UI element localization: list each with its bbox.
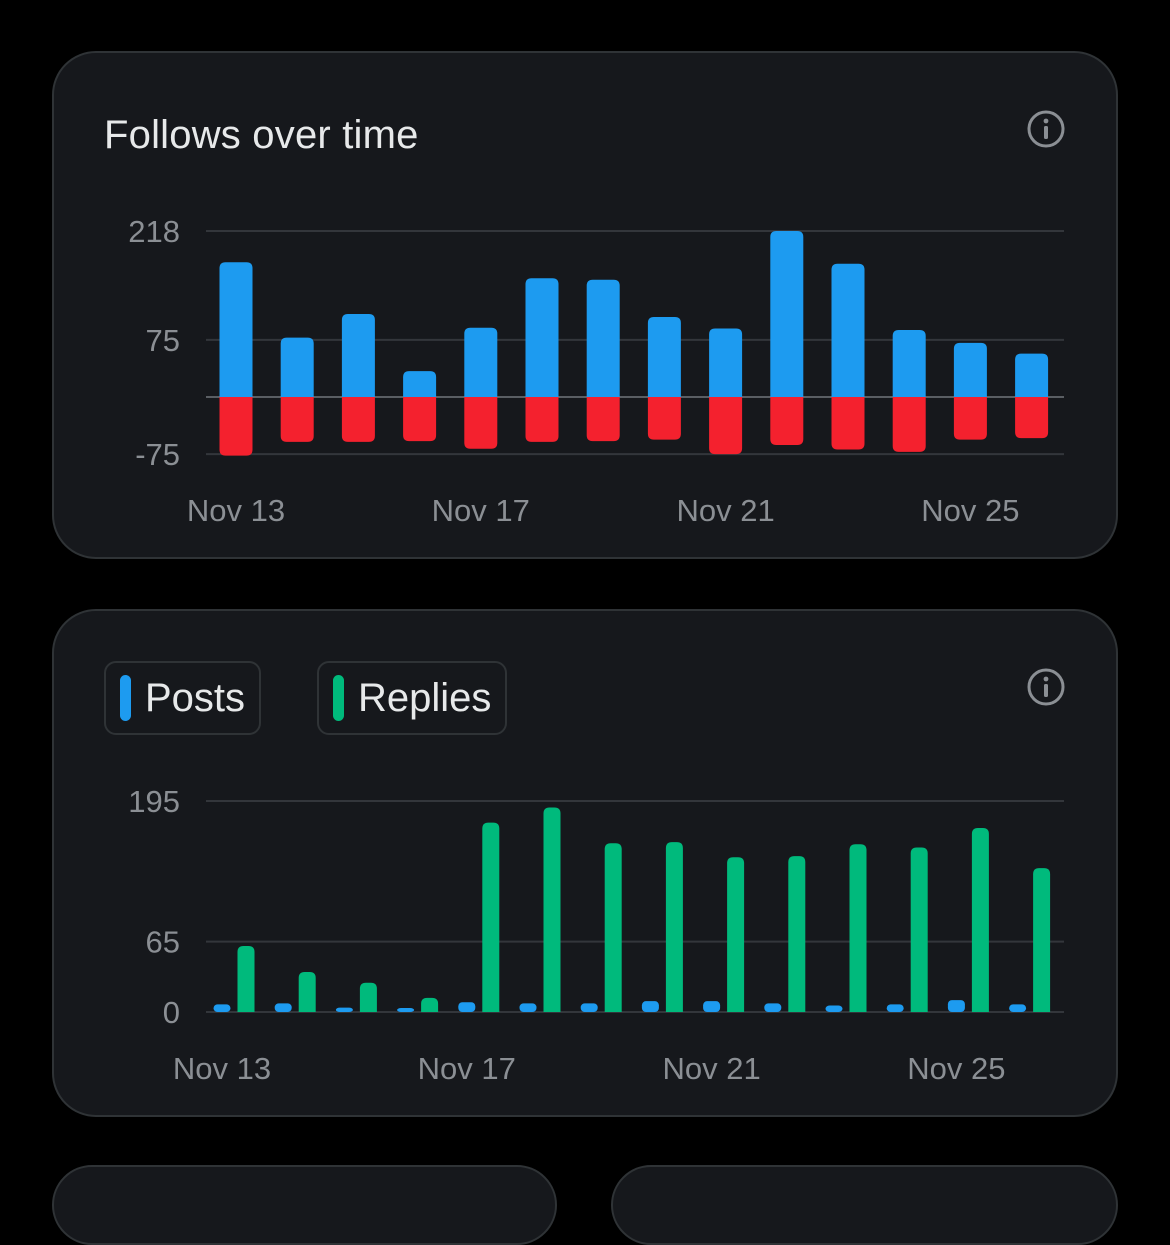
post-bar xyxy=(886,1004,904,1012)
reply-bar xyxy=(359,982,377,1012)
post-bar xyxy=(335,1007,353,1012)
legend-label-posts: Posts xyxy=(145,675,246,720)
posts-replies-card: Posts Replies 195 65 0 Nov 13 Nov 17 Nov 21 No… xyxy=(52,609,1118,1117)
post-bar xyxy=(519,1003,537,1012)
post-bar xyxy=(947,1000,965,1012)
unfollow-bar xyxy=(953,397,987,440)
reply-bar xyxy=(849,844,867,1012)
follow-bar xyxy=(647,317,681,397)
unfollow-bar xyxy=(403,397,437,442)
x-tick-label: Nov 17 xyxy=(418,1051,516,1086)
x-tick-label: Nov 21 xyxy=(676,493,774,528)
info-icon[interactable] xyxy=(1026,667,1066,707)
follow-bar xyxy=(525,278,559,397)
post-bar xyxy=(213,1004,231,1012)
x-tick-label: Nov 13 xyxy=(187,493,285,528)
reply-bar xyxy=(482,822,500,1012)
follow-bar xyxy=(1015,353,1049,397)
posts-swatch xyxy=(120,675,131,721)
post-bar xyxy=(703,1001,721,1012)
unfollow-bar xyxy=(464,397,498,449)
unfollow-bar xyxy=(709,397,743,455)
post-bar xyxy=(274,1003,292,1012)
reply-bar xyxy=(665,842,683,1012)
follow-bar xyxy=(403,371,437,397)
reply-bar xyxy=(727,857,745,1012)
unfollow-bar xyxy=(831,397,865,450)
reply-bar xyxy=(298,971,316,1012)
unfollow-bar xyxy=(647,397,681,440)
post-bar xyxy=(458,1002,476,1012)
unfollow-bar xyxy=(525,397,559,442)
follow-bar xyxy=(709,328,743,397)
follows-over-time-card: Follows over time 218 75 -75 Nov 13 Nov 17 No… xyxy=(52,51,1118,559)
reply-bar xyxy=(788,856,806,1012)
reply-bar xyxy=(971,828,989,1012)
post-bar xyxy=(825,1005,843,1012)
unfollow-bar xyxy=(341,397,375,442)
info-icon[interactable] xyxy=(1026,109,1066,149)
next-card-right xyxy=(611,1165,1118,1245)
y-tick-label: 195 xyxy=(128,784,180,819)
follow-bar xyxy=(280,337,314,397)
follow-bar xyxy=(586,279,620,397)
y-tick-label: 0 xyxy=(163,995,180,1030)
legend-label-replies: Replies xyxy=(358,675,492,720)
reply-bar xyxy=(604,843,622,1012)
reply-bar xyxy=(910,847,928,1012)
legend-chip-replies[interactable]: Replies xyxy=(317,661,508,735)
post-bar xyxy=(1009,1004,1027,1012)
y-tick-label: 218 xyxy=(128,214,180,249)
unfollow-bar xyxy=(586,397,620,442)
posts-replies-chart: 195 65 0 Nov 13 Nov 17 Nov 21 Nov 25 xyxy=(128,784,1064,1086)
follow-bar xyxy=(341,314,375,397)
follow-bar xyxy=(831,263,865,397)
reply-bar xyxy=(1033,868,1051,1012)
y-tick-label: 65 xyxy=(146,925,180,960)
reply-bar xyxy=(421,997,439,1012)
y-tick-label: 75 xyxy=(146,323,180,358)
reply-bar xyxy=(543,807,561,1012)
post-bar xyxy=(580,1003,598,1012)
x-tick-label: Nov 25 xyxy=(907,1051,1005,1086)
x-tick-label: Nov 13 xyxy=(173,1051,271,1086)
x-tick-label: Nov 25 xyxy=(921,493,1019,528)
follow-bar xyxy=(464,327,498,397)
post-bar xyxy=(641,1001,659,1012)
follow-bar xyxy=(892,329,926,397)
reply-bar xyxy=(237,945,255,1012)
unfollow-bar xyxy=(280,397,314,442)
y-tick-label: -75 xyxy=(135,437,180,472)
card-title: Follows over time xyxy=(104,113,419,157)
unfollow-bar xyxy=(770,397,804,445)
follow-bar xyxy=(219,262,253,397)
unfollow-bar xyxy=(892,397,926,452)
follow-bar xyxy=(953,342,987,397)
post-bar xyxy=(764,1003,782,1012)
unfollow-bar xyxy=(1015,397,1049,439)
replies-swatch xyxy=(333,675,344,721)
x-tick-label: Nov 21 xyxy=(662,1051,760,1086)
x-tick-label: Nov 17 xyxy=(432,493,530,528)
post-bar xyxy=(397,1008,415,1012)
follow-bar xyxy=(770,231,804,397)
unfollow-bar xyxy=(219,397,253,456)
next-card-left xyxy=(52,1165,557,1245)
legend-chip-posts[interactable]: Posts xyxy=(104,661,262,735)
